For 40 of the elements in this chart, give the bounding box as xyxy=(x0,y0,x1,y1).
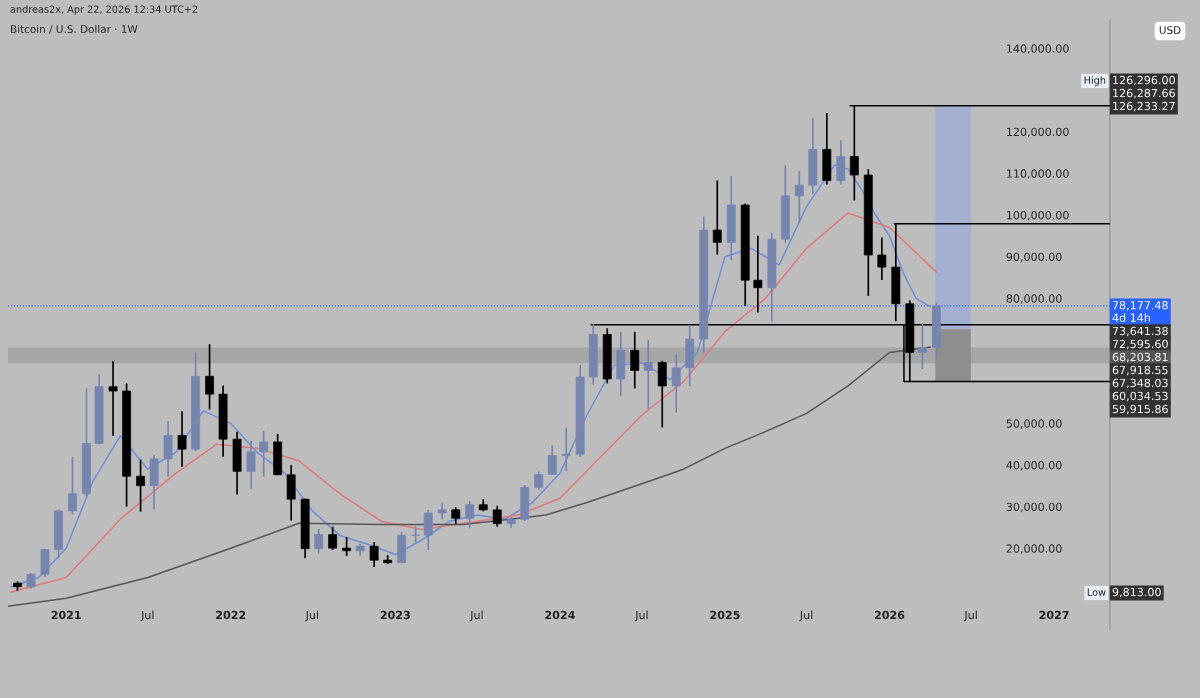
band-label: 68,203.81 xyxy=(1112,352,1168,363)
x-tick-label: 2024 xyxy=(545,610,575,620)
y-tick-label: 30,000.00 xyxy=(1006,502,1062,513)
x-tick-label: Jul xyxy=(469,610,483,622)
text: 67,348.03 xyxy=(1112,378,1168,389)
x-tick-label: 2022 xyxy=(216,610,246,620)
text: 126,233.27 xyxy=(1113,101,1175,112)
y-tick-label: 90,000.00 xyxy=(1006,252,1062,263)
chart-subtitle: andreas2x, Apr 22, 2026 12:34 UTC+2 xyxy=(10,5,198,15)
chart-title: Bitcoin / U.S. Dollar · 1W xyxy=(11,24,138,34)
x-tick-label: Jul xyxy=(799,610,813,622)
x-tick-label: Jul xyxy=(305,610,319,622)
text: 59,915.86 xyxy=(1112,404,1168,415)
annotation: High xyxy=(1084,76,1106,86)
x-tick-label: Jul xyxy=(963,610,977,622)
y-tick-label: 110,000.00 xyxy=(1007,169,1069,179)
y-tick-label: 40,000.00 xyxy=(1006,460,1062,471)
text: 60,034.53 xyxy=(1112,391,1168,402)
y-tick-label: 80,000.00 xyxy=(1006,294,1062,304)
annotation: Low xyxy=(1087,588,1106,596)
ref-line-label: 78,177.48 4d 14h xyxy=(1112,301,1168,322)
text: 73,641.38 xyxy=(1112,326,1168,337)
x-tick-label: 2025 xyxy=(710,610,740,620)
x-tick-label: 2026 xyxy=(874,610,905,620)
x-tick-label: Jul xyxy=(140,610,154,622)
y-tick-label: 50,000.00 xyxy=(1006,419,1062,429)
y-tick-label: 100,000.00 xyxy=(1007,210,1069,221)
x-tick-label: 2021 xyxy=(51,610,81,620)
x-tick-label: Jul xyxy=(634,610,648,622)
text: 126,287.66 xyxy=(1113,88,1175,99)
y-tick-label: 140,000.00 xyxy=(1007,44,1069,54)
text: 67,918.55 xyxy=(1112,365,1168,376)
y-tick-label: 120,000.00 xyxy=(1007,127,1069,138)
x-tick-label: 2027 xyxy=(1039,610,1069,620)
text: 72,595.60 xyxy=(1112,339,1168,350)
y-tick-label: 20,000.00 xyxy=(1006,544,1062,554)
text: 9,813.00 xyxy=(1112,587,1161,598)
y-axis-title: USD xyxy=(1159,26,1181,35)
text: 126,296.00 xyxy=(1113,75,1175,86)
x-tick-label: 2023 xyxy=(380,610,410,620)
